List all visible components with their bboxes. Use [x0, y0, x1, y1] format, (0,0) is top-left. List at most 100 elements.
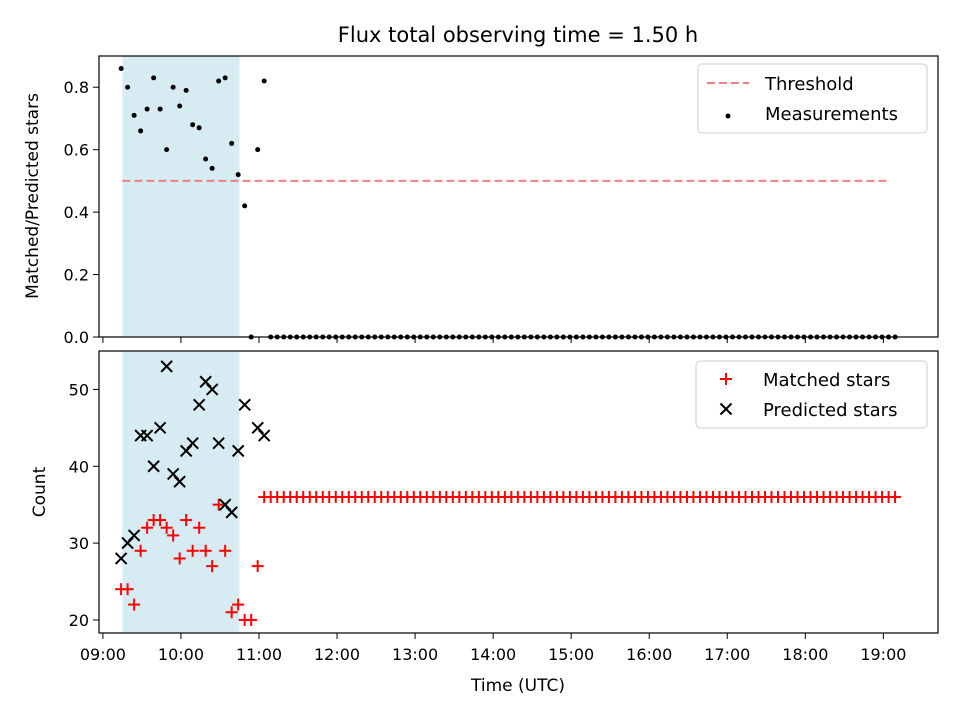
predicted-star-point	[225, 506, 238, 519]
legend-predicted-label: Predicted stars	[763, 400, 897, 421]
measurement-point	[190, 122, 196, 128]
matched-star-point	[219, 544, 232, 557]
measurement-point	[229, 140, 235, 146]
legend-threshold-label: Threshold	[764, 74, 854, 95]
y-tick-label: 30	[69, 534, 89, 553]
x-tick-label: 14:00	[470, 645, 516, 664]
measurement-point	[242, 203, 248, 209]
predicted-star-point	[153, 421, 167, 435]
measurement-point	[170, 84, 176, 90]
matched-star-point	[167, 529, 180, 542]
x-tick-label: 11:00	[236, 645, 282, 664]
y-axis-ticks: 20 30 40 50	[69, 380, 99, 630]
plot-marks	[114, 360, 902, 626]
predicted-star-point	[192, 398, 206, 411]
count-panel: 20 30 40 50 09:00 10:00 11:00 12:00 13:00 14:00 1…	[30, 350, 939, 696]
predicted-star-point	[173, 475, 186, 488]
observing-window-shade	[122, 351, 240, 633]
legend-x-marker	[719, 402, 733, 416]
measurement-point	[196, 125, 202, 131]
measurement-point	[177, 103, 183, 109]
legend-box	[695, 360, 928, 429]
matched-star-point	[251, 560, 264, 573]
matched-star-point	[199, 544, 212, 557]
predicted-star-point	[127, 529, 141, 542]
predicted-star-point	[231, 444, 245, 458]
x-tick-label: 12:00	[314, 645, 360, 664]
matched-star-point	[212, 498, 225, 511]
predicted-star-point	[160, 360, 173, 373]
matched-star-point	[154, 514, 167, 527]
matched-star-point	[193, 521, 206, 534]
x-tick-label: 19:00	[860, 645, 906, 664]
plot-frame	[98, 55, 939, 338]
measurement-point	[125, 84, 131, 90]
chart-title: Flux total observing time = 1.50 h	[338, 23, 698, 47]
x-axis-label: Time (UTC)	[470, 676, 565, 696]
measurement-point	[183, 87, 189, 93]
matched-star-point	[225, 606, 238, 619]
legend: Matched stars Predicted stars	[695, 360, 928, 429]
x-tick-label: 09:00	[80, 645, 126, 664]
x-tick-label: 10:00	[158, 645, 204, 664]
legend-measurements-label: Measurements	[765, 104, 898, 125]
x-tick-label: 17:00	[704, 645, 750, 664]
legend-matched-swatch	[720, 373, 732, 385]
matched-star-point	[134, 544, 147, 557]
matched-star-point	[186, 544, 199, 557]
measurement-point	[131, 112, 137, 118]
predicted-star-point	[205, 383, 219, 396]
y-tick-label: 0.6	[64, 141, 89, 160]
y-tick-label: 0.2	[64, 266, 89, 285]
x-tick-label: 13:00	[392, 645, 438, 664]
plot-frame	[98, 350, 939, 634]
predicted-star-point	[238, 398, 251, 411]
x-axis-ticks: 09:00 10:00 11:00 12:00 13:00 14:00 15:00 16:00…	[80, 633, 906, 664]
y-tick-label: 0.8	[64, 78, 89, 97]
matched-star-point	[245, 613, 258, 626]
x-tick-label: 18:00	[782, 645, 828, 664]
matched-star-point	[141, 521, 154, 534]
legend-plus-marker	[720, 373, 732, 385]
matched-star-point	[206, 560, 219, 573]
measurement-point	[138, 128, 144, 134]
matched-star-point	[889, 490, 902, 503]
y-tick-label: 0.0	[64, 328, 89, 347]
measurement-point	[164, 147, 170, 153]
matched-star-point	[180, 514, 193, 527]
measurement-point	[261, 78, 267, 84]
matched-star-point	[232, 598, 245, 611]
measurement-point	[118, 65, 124, 71]
y-axis-label: Matched/Predicted stars	[23, 93, 43, 299]
y-tick-label: 40	[69, 457, 89, 476]
predicted-star-point	[186, 436, 199, 450]
legend-matched-label: Matched stars	[763, 370, 890, 391]
legend-predicted-swatch	[719, 402, 733, 416]
y-tick-label: 50	[69, 380, 89, 399]
predicted-star-point	[257, 429, 271, 442]
legend-box	[697, 63, 928, 134]
predicted-star-point	[147, 460, 160, 473]
measurement-point	[144, 106, 150, 112]
legend: Threshold Measurements	[697, 63, 928, 134]
measurement-point	[151, 75, 157, 81]
predicted-star-point	[212, 436, 225, 450]
y-axis-label: Count	[30, 466, 50, 517]
measurement-point	[255, 147, 261, 153]
y-tick-label: 0.4	[64, 203, 89, 222]
predicted-star-point	[140, 429, 154, 442]
x-tick-label: 15:00	[548, 645, 594, 664]
y-axis-ticks: 0.0 0.2 0.4 0.6 0.8	[64, 78, 99, 347]
measurement-point	[216, 78, 222, 84]
measurement-point	[157, 106, 163, 112]
measurement-point	[235, 172, 241, 178]
measurement-point	[209, 165, 215, 171]
predicted-star-point	[114, 552, 128, 565]
matched-star-point	[173, 552, 186, 565]
matched-star-point	[128, 598, 141, 611]
matched-star-point	[160, 521, 173, 534]
x-tick-label: 16:00	[626, 645, 672, 664]
measurement-point	[203, 156, 209, 162]
ratio-panel: Flux total observing time = 1.50 h 0.00.…	[23, 23, 939, 347]
